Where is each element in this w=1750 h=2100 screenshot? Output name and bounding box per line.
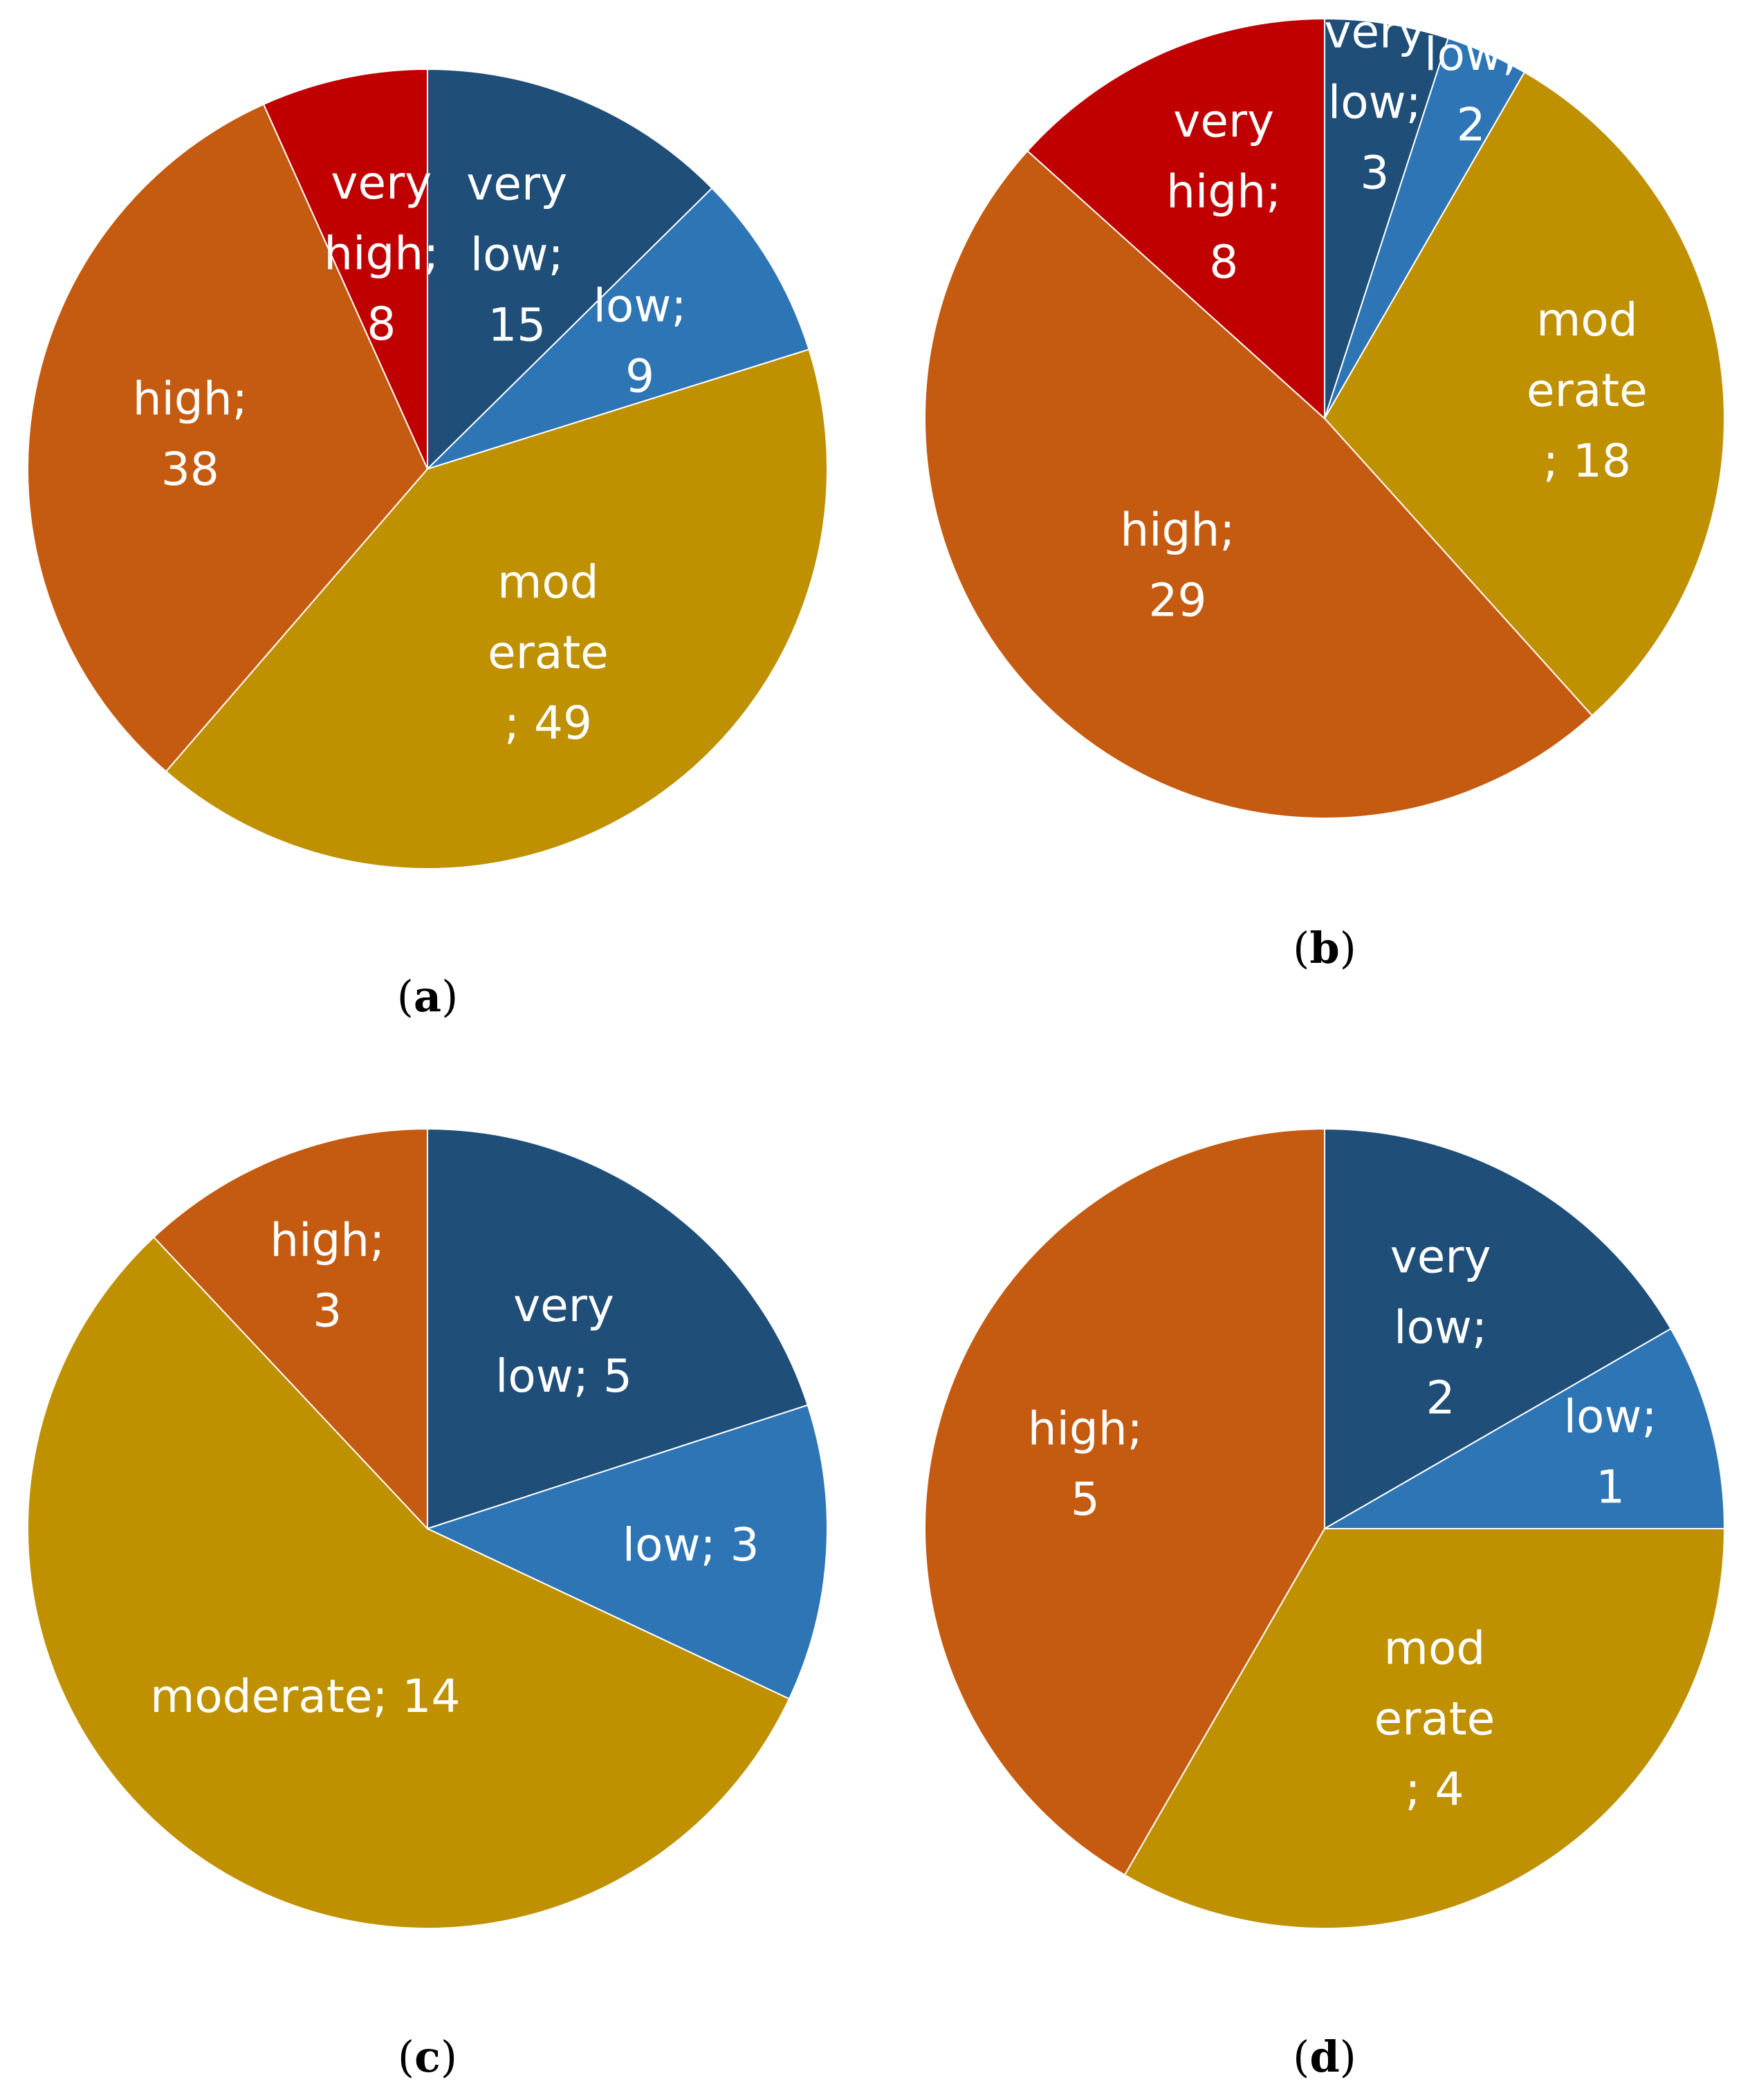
panel-label-c: (c): [398, 2032, 457, 2082]
slice-moderate: [165, 348, 828, 869]
slice-moderate: [1123, 1528, 1726, 1929]
slice-label-very-low: very low; 15: [466, 158, 567, 352]
slice-moderate: [1323, 71, 1725, 717]
slice-moderate: [27, 1236, 791, 1929]
slice-label-low: low; 1: [1564, 1390, 1657, 1513]
slice-label-very-low: very low; 3: [1324, 5, 1425, 199]
slice-high: [152, 1127, 428, 1531]
slice-very-low: [1324, 17, 1449, 419]
slice-high: [27, 103, 429, 773]
slice-label-very-high: very high; 8: [324, 156, 439, 351]
panel-label-d: (d): [1293, 2032, 1356, 2082]
slice-low: [425, 1404, 828, 1700]
slice-label-moderate: mod erate; 18: [1527, 293, 1648, 488]
slice-label-moderate: moderate; 14: [150, 1670, 460, 1723]
slice-label-low: low; 2: [1424, 28, 1518, 151]
slice-label-very-low: very low; 5: [495, 1279, 632, 1403]
slice-very-high: [262, 68, 428, 470]
slice-label-high: high; 29: [1120, 504, 1235, 627]
slice-label-high: high; 38: [133, 372, 248, 496]
slice-very-high: [1026, 17, 1325, 421]
pie-chart-c: very low; 5 low; 3 moderate; 14 high; 3: [27, 1127, 828, 1929]
slice-label-very-low: very low; 2: [1390, 1231, 1491, 1425]
slice-very-low: [427, 68, 713, 471]
slice-label-high: high; 5: [1028, 1402, 1143, 1526]
slice-label-moderate: mod erate; 4: [1374, 1621, 1495, 1816]
panel-label-a: (a): [397, 971, 459, 1022]
pie-chart-d: very low; 2 low; 1 mod erate; 4 high; 5: [924, 1127, 1726, 1929]
slice-label-moderate: mod erate; 49: [488, 555, 609, 750]
slice-high: [924, 1127, 1325, 1876]
slice-high: [923, 149, 1594, 820]
pie-chart-a: very low; 15 low; 9 mod erate; 49 high; 38 very hi…: [27, 68, 828, 869]
panel-label-b: (b): [1293, 923, 1356, 973]
slice-label-low: low; 9: [593, 279, 687, 403]
slice-label-very-high: very high; 8: [1166, 95, 1281, 289]
slice-low: [427, 187, 810, 470]
slice-low: [1322, 1327, 1726, 1529]
slice-very-low: [427, 1127, 809, 1530]
slice-label-low: low; 3: [623, 1518, 759, 1572]
slice-label-high: high; 3: [270, 1214, 385, 1338]
slice-very-low: [1324, 1127, 1672, 1530]
